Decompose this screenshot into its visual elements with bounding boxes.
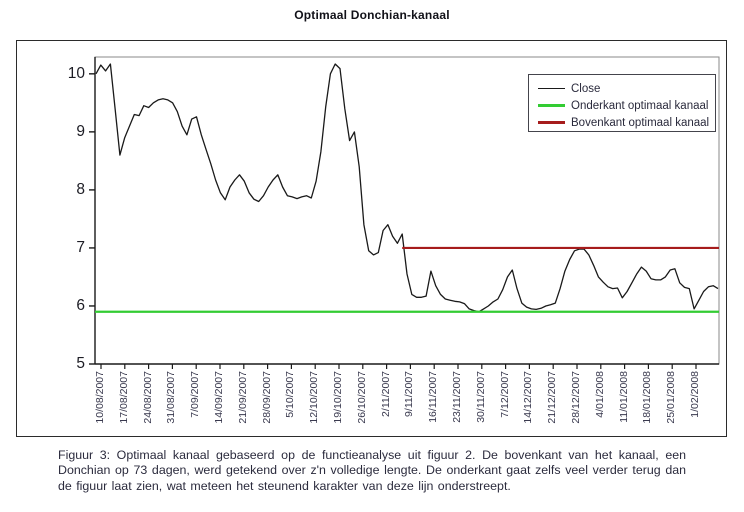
x-axis-tick-label: 30/11/2007 bbox=[474, 371, 487, 423]
x-axis-tick-label: 26/10/2007 bbox=[355, 371, 368, 424]
y-axis-tick-label: 9 bbox=[76, 122, 85, 140]
x-axis-tick-label: 1/02/2008 bbox=[689, 371, 701, 418]
upper-channel-swatch bbox=[538, 121, 565, 124]
x-axis-tick-label: 12/10/2007 bbox=[308, 371, 321, 424]
x-axis-tick-label: 7/12/2007 bbox=[498, 371, 511, 418]
x-axis-tick-label: 28/12/2007 bbox=[570, 371, 582, 424]
x-axis-tick-label: 2/11/2007 bbox=[379, 371, 392, 417]
x-axis-tick-label: 28/09/2007 bbox=[260, 371, 273, 424]
x-axis-tick-label: 24/08/2007 bbox=[141, 371, 154, 424]
x-axis-tick-label: 4/01/2008 bbox=[593, 371, 606, 418]
x-axis-tick-label: 18/01/2008 bbox=[641, 371, 654, 424]
x-axis-tick-label: 21/09/2007 bbox=[236, 371, 249, 424]
legend-item-close: Close bbox=[529, 80, 715, 97]
x-axis-tick-label: 19/10/2007 bbox=[332, 371, 344, 424]
y-axis-tick-label: 7 bbox=[76, 238, 85, 256]
legend-label-bovenkant: Bovenkant optimaal kanaal bbox=[571, 116, 710, 129]
x-axis-tick-label: 16/11/2007 bbox=[427, 371, 440, 423]
y-axis-tick-label: 8 bbox=[76, 180, 85, 198]
legend-label-close: Close bbox=[571, 82, 601, 95]
legend-item-onderkant: Onderkant optimaal kanaal bbox=[529, 97, 715, 114]
close-line-swatch bbox=[538, 87, 565, 90]
x-axis-tick-label: 23/11/2007 bbox=[451, 371, 463, 423]
x-axis-tick-label: 31/08/2007 bbox=[165, 371, 178, 424]
x-axis-tick-label: 14/09/2007 bbox=[213, 371, 225, 424]
x-axis-tick-label: 7/09/2007 bbox=[189, 371, 202, 418]
y-axis-tick-label: 10 bbox=[67, 64, 85, 82]
x-axis-tick-label: 11/01/2008 bbox=[617, 371, 630, 423]
x-axis-tick-label: 10/08/2007 bbox=[94, 371, 106, 424]
y-axis-tick-label: 6 bbox=[76, 296, 85, 314]
chart-title: Optimaal Donchian-kanaal bbox=[294, 8, 450, 22]
x-axis-tick-label: 25/01/2008 bbox=[665, 371, 678, 424]
close-price-line bbox=[95, 63, 719, 313]
x-axis-tick-label: 9/11/2007 bbox=[403, 371, 416, 417]
x-axis-tick-label: 17/08/2007 bbox=[117, 371, 130, 424]
x-axis-tick-label: 5/10/2007 bbox=[284, 371, 297, 418]
y-axis-tick-label: 5 bbox=[76, 355, 85, 372]
x-axis-tick-label: 14/12/2007 bbox=[522, 371, 535, 424]
figure-caption: Figuur 3: Optimaal kanaal gebaseerd op d… bbox=[58, 448, 686, 493]
lower-channel-swatch bbox=[538, 104, 565, 107]
x-axis-tick-label: 21/12/2007 bbox=[546, 371, 559, 424]
legend-item-bovenkant: Bovenkant optimaal kanaal bbox=[529, 114, 715, 131]
chart-outer-box: 5 6 7 8 9 10 10/08/2007 17/08/2007 24/08/2007 31… bbox=[16, 40, 727, 437]
legend-label-onderkant: Onderkant optimaal kanaal bbox=[571, 99, 709, 112]
legend: Close Onderkant optimaal kanaal Bovenkan… bbox=[528, 74, 716, 132]
